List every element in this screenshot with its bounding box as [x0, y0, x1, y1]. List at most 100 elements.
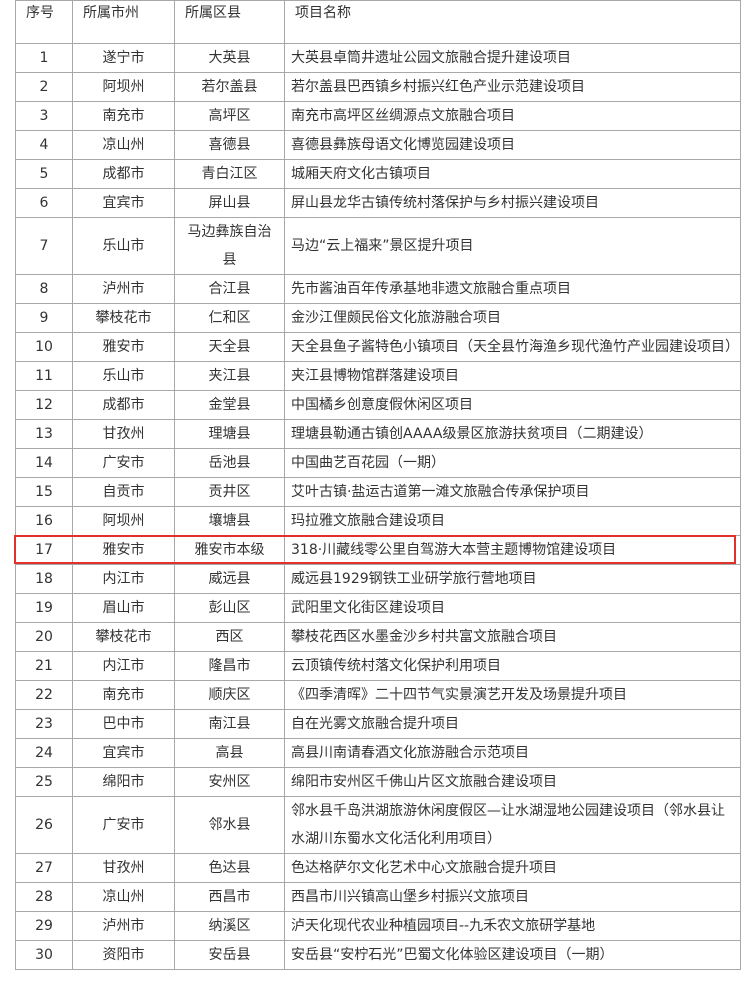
city: 南充市 — [72, 680, 175, 710]
table-row: 26 广安市 邻水县 邻水县千岛洪湖旅游休闲度假区—让水湖湿地公园建设项目（邻水县让水… — [15, 796, 741, 854]
project-name: 中国橘乡创意度假休闲区项目 — [284, 390, 741, 420]
table-row: 13 甘孜州 理塘县 理塘县勒通古镇创AAAA级景区旅游扶贫项目（二期建设） — [15, 419, 741, 449]
district: 隆昌市 — [174, 651, 285, 681]
district: 彭山区 — [174, 593, 285, 623]
project-name: 大英县卓筒井遗址公园文旅融合提升建设项目 — [284, 43, 741, 73]
row-number: 3 — [15, 101, 73, 131]
table-row: 22 南充市 顺庆区 《四季清晖》二十四节气实景演艺开发及场景提升项目 — [15, 680, 741, 710]
city: 甘孜州 — [72, 853, 175, 883]
district: 雅安市本级 — [174, 535, 285, 565]
city: 宜宾市 — [72, 738, 175, 768]
city: 自贡市 — [72, 477, 175, 507]
row-number: 28 — [15, 882, 73, 912]
city: 阿坝州 — [72, 72, 175, 102]
city: 泸州市 — [72, 274, 175, 304]
project-name: 屏山县龙华古镇传统村落保护与乡村振兴建设项目 — [284, 188, 741, 218]
district: 青白江区 — [174, 159, 285, 189]
city: 成都市 — [72, 390, 175, 420]
row-number: 9 — [15, 303, 73, 333]
city: 攀枝花市 — [72, 303, 175, 333]
district: 南江县 — [174, 709, 285, 739]
city: 凉山州 — [72, 882, 175, 912]
header-cell: 所属区县 — [174, 0, 285, 44]
district: 大英县 — [174, 43, 285, 73]
district: 高坪区 — [174, 101, 285, 131]
table-row: 18 内江市 威远县 威远县1929钢铁工业研学旅行营地项目 — [15, 564, 741, 594]
table-row: 15 自贡市 贡井区 艾叶古镇·盐运古道第一滩文旅融合传承保护项目 — [15, 477, 741, 507]
table-row: 27 甘孜州 色达县 色达格萨尔文化艺术中心文旅融合提升项目 — [15, 853, 741, 883]
project-name: 马边“云上福来”景区提升项目 — [284, 217, 741, 275]
project-name: 喜德县彝族母语文化博览园建设项目 — [284, 130, 741, 160]
table-row: 10 雅安市 天全县 天全县鱼子酱特色小镇项目（天全县竹海渔乡现代渔竹产业园建设项目） — [15, 332, 741, 362]
district: 威远县 — [174, 564, 285, 594]
project-name: 318·川藏线零公里自驾游大本营主题博物馆建设项目 — [284, 535, 741, 565]
district: 岳池县 — [174, 448, 285, 478]
city: 泸州市 — [72, 911, 175, 941]
table-row: 3 南充市 高坪区 南充市高坪区丝绸源点文旅融合项目 — [15, 101, 741, 131]
header-cell: 序号 — [15, 0, 73, 44]
project-name: 艾叶古镇·盐运古道第一滩文旅融合传承保护项目 — [284, 477, 741, 507]
city: 阿坝州 — [72, 506, 175, 536]
row-number: 26 — [15, 796, 73, 854]
header-cell: 项目名称 — [284, 0, 741, 44]
district: 夹江县 — [174, 361, 285, 391]
city: 成都市 — [72, 159, 175, 189]
project-table: 序号 所属市州 所属区县 项目名称 1 遂宁市 大英县 大英县卓筒井遗址公园文旅融合提升建设… — [15, 0, 741, 970]
city: 攀枝花市 — [72, 622, 175, 652]
row-number: 20 — [15, 622, 73, 652]
project-name: 武阳里文化街区建设项目 — [284, 593, 741, 623]
district: 纳溪区 — [174, 911, 285, 941]
district: 西区 — [174, 622, 285, 652]
project-name: 若尔盖县巴西镇乡村振兴红色产业示范建设项目 — [284, 72, 741, 102]
project-name: 云顶镇传统村落文化保护利用项目 — [284, 651, 741, 681]
city: 乐山市 — [72, 217, 175, 275]
city: 广安市 — [72, 796, 175, 854]
project-name: 先市酱油百年传承基地非遗文旅融合重点项目 — [284, 274, 741, 304]
project-name: 邻水县千岛洪湖旅游休闲度假区—让水湖湿地公园建设项目（邻水县让水湖川东蜀水文化活… — [284, 796, 741, 854]
project-name: 自在光雾文旅融合提升项目 — [284, 709, 741, 739]
row-number: 11 — [15, 361, 73, 391]
district: 仁和区 — [174, 303, 285, 333]
project-name: 《四季清晖》二十四节气实景演艺开发及场景提升项目 — [284, 680, 741, 710]
district: 西昌市 — [174, 882, 285, 912]
row-number: 16 — [15, 506, 73, 536]
district: 屏山县 — [174, 188, 285, 218]
project-name: 玛拉雅文旅融合建设项目 — [284, 506, 741, 536]
row-number: 7 — [15, 217, 73, 275]
district: 天全县 — [174, 332, 285, 362]
row-number: 17 — [15, 535, 73, 565]
table-row: 11 乐山市 夹江县 夹江县博物馆群落建设项目 — [15, 361, 741, 391]
row-number: 4 — [15, 130, 73, 160]
table-row: 4 凉山州 喜德县 喜德县彝族母语文化博览园建设项目 — [15, 130, 741, 160]
row-number: 15 — [15, 477, 73, 507]
district: 壤塘县 — [174, 506, 285, 536]
city: 雅安市 — [72, 332, 175, 362]
district: 邻水县 — [174, 796, 285, 854]
table-row: 12 成都市 金堂县 中国橘乡创意度假休闲区项目 — [15, 390, 741, 420]
district: 金堂县 — [174, 390, 285, 420]
row-number: 14 — [15, 448, 73, 478]
row-number: 25 — [15, 767, 73, 797]
table-row: 20 攀枝花市 西区 攀枝花西区水墨金沙乡村共富文旅融合项目 — [15, 622, 741, 652]
district: 若尔盖县 — [174, 72, 285, 102]
district: 马边彝族自治县 — [174, 217, 285, 275]
city: 资阳市 — [72, 940, 175, 970]
city: 雅安市 — [72, 535, 175, 565]
city: 内江市 — [72, 651, 175, 681]
table-row: 5 成都市 青白江区 城厢天府文化古镇项目 — [15, 159, 741, 189]
city: 遂宁市 — [72, 43, 175, 73]
district: 高县 — [174, 738, 285, 768]
row-number: 6 — [15, 188, 73, 218]
project-name: 西昌市川兴镇高山堡乡村振兴文旅项目 — [284, 882, 741, 912]
table-row: 8 泸州市 合江县 先市酱油百年传承基地非遗文旅融合重点项目 — [15, 274, 741, 304]
city: 南充市 — [72, 101, 175, 131]
district: 安岳县 — [174, 940, 285, 970]
project-name: 攀枝花西区水墨金沙乡村共富文旅融合项目 — [284, 622, 741, 652]
row-number: 2 — [15, 72, 73, 102]
district: 理塘县 — [174, 419, 285, 449]
table-row: 6 宜宾市 屏山县 屏山县龙华古镇传统村落保护与乡村振兴建设项目 — [15, 188, 741, 218]
row-number: 13 — [15, 419, 73, 449]
city: 绵阳市 — [72, 767, 175, 797]
table-row: 23 巴中市 南江县 自在光雾文旅融合提升项目 — [15, 709, 741, 739]
